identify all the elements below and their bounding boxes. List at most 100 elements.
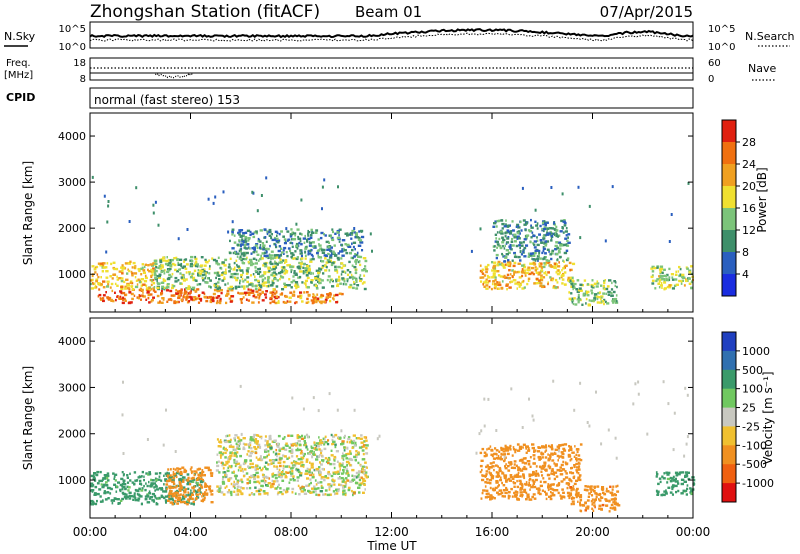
- data-cell: [603, 281, 606, 284]
- data-cell: [586, 499, 590, 502]
- data-cell: [263, 251, 267, 254]
- data-cell: [541, 221, 544, 225]
- data-cell: [102, 294, 106, 297]
- data-cell: [565, 227, 568, 230]
- data-cell: [259, 488, 263, 492]
- data-cell: [180, 289, 183, 292]
- data-cell: [579, 504, 582, 507]
- data-cell: [650, 275, 654, 279]
- data-cell: [297, 276, 301, 279]
- data-cell: [142, 291, 144, 294]
- data-cell: [216, 287, 220, 291]
- data-cell: [533, 258, 537, 261]
- data-cell: [129, 479, 132, 482]
- data-cell: [323, 443, 326, 446]
- data-cell: [482, 489, 486, 492]
- data-cell: [187, 491, 190, 494]
- data-cell: [540, 470, 543, 473]
- data-cell: [117, 297, 121, 300]
- data-cell: [528, 397, 530, 401]
- data-cell: [163, 474, 165, 477]
- data-cell: [261, 257, 264, 260]
- data-cell: [160, 270, 164, 273]
- data-cell: [667, 402, 670, 406]
- data-cell: [578, 474, 582, 477]
- data-cell: [272, 271, 277, 274]
- data-cell: [560, 463, 564, 467]
- data-cell: [501, 280, 504, 283]
- data-cell: [106, 285, 110, 288]
- data-cell: [90, 282, 93, 286]
- data-cell: [260, 194, 263, 197]
- data-cell: [578, 496, 583, 499]
- data-cell: [146, 494, 149, 497]
- data-cell: [296, 247, 299, 250]
- data-cell: [107, 474, 110, 478]
- noise-right-tick-top: 10^5: [708, 24, 735, 35]
- data-cell: [557, 269, 560, 272]
- data-cell: [308, 468, 311, 471]
- data-cell: [352, 241, 357, 244]
- data-cell: [579, 494, 583, 497]
- data-cell: [234, 460, 239, 463]
- data-cell: [529, 262, 533, 265]
- data-cell: [326, 265, 328, 269]
- data-cell: [203, 295, 207, 299]
- data-cell: [675, 270, 677, 273]
- data-cell: [223, 276, 226, 279]
- power-data-cells: [90, 175, 694, 307]
- data-cell: [511, 269, 514, 272]
- data-cell: [579, 381, 582, 385]
- data-cell: [557, 449, 560, 453]
- data-cell: [315, 448, 318, 451]
- data-cell: [302, 454, 305, 458]
- data-cell: [666, 273, 669, 277]
- data-cell: [282, 266, 285, 269]
- data-cell: [489, 462, 493, 465]
- data-cell: [302, 237, 306, 240]
- data-cell: [104, 498, 108, 501]
- data-cell: [253, 248, 256, 251]
- data-cell: [516, 475, 519, 478]
- data-cell: [543, 226, 547, 229]
- data-cell: [293, 290, 296, 293]
- data-cell: [363, 479, 367, 483]
- data-cell: [542, 466, 546, 469]
- data-cell: [230, 273, 234, 276]
- data-cell: [302, 487, 305, 490]
- data-cell: [576, 290, 580, 293]
- data-cell: [533, 243, 536, 246]
- data-cell: [233, 437, 236, 440]
- data-cell: [251, 282, 254, 286]
- data-cell: [226, 292, 230, 295]
- data-cell: [253, 446, 257, 449]
- data-cell: [208, 466, 210, 469]
- data-cell: [195, 493, 199, 496]
- data-cell: [91, 265, 95, 268]
- data-cell: [300, 461, 304, 464]
- data-cell: [326, 248, 329, 251]
- data-cell: [111, 289, 114, 293]
- data-cell: [670, 477, 674, 480]
- data-cell: [231, 231, 234, 235]
- data-cell: [239, 464, 242, 467]
- data-cell: [193, 473, 196, 477]
- data-cell: [192, 502, 195, 505]
- data-cell: [569, 492, 572, 495]
- data-cell: [307, 484, 310, 487]
- data-cell: [674, 278, 678, 281]
- data-cell: [514, 282, 518, 285]
- data-cell: [481, 268, 485, 271]
- data-cell: [577, 468, 581, 471]
- data-cell: [494, 486, 498, 490]
- data-cell: [518, 475, 522, 478]
- data-cell: [239, 384, 242, 388]
- data-cell: [184, 258, 188, 261]
- data-cell: [262, 484, 264, 488]
- data-cell: [315, 269, 319, 272]
- data-cell: [219, 299, 222, 303]
- data-cell: [177, 484, 180, 488]
- data-cell: [487, 276, 491, 279]
- beam-label: Beam 01: [355, 3, 422, 21]
- data-cell: [319, 473, 322, 477]
